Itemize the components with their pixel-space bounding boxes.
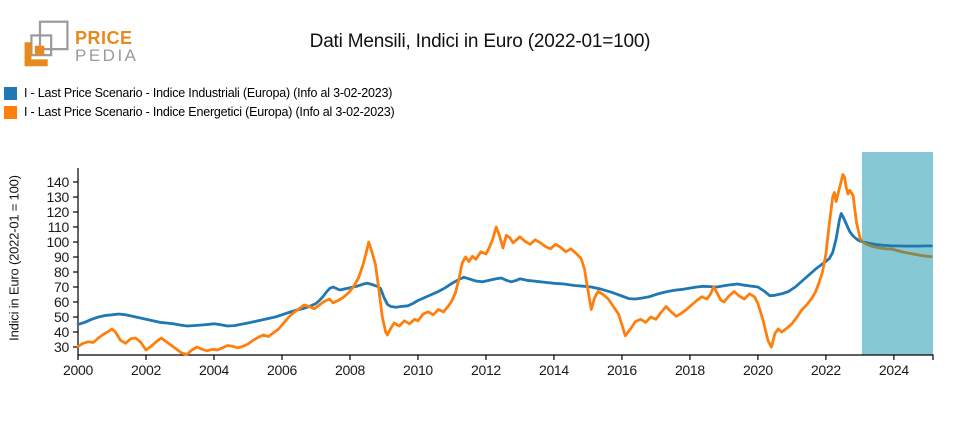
y-tick-label: 140 [47, 174, 70, 190]
x-tick-label: 2018 [675, 362, 705, 378]
logo-pedia-label: PEDIA [75, 46, 139, 65]
series-industriali-line [76, 212, 933, 328]
logo-price-label: PRICE [75, 28, 133, 48]
legend-label-industriali: I - Last Price Scenario - Indice Industr… [24, 86, 393, 100]
x-tick-label: 2014 [539, 362, 569, 378]
series-energetici-line [76, 173, 864, 356]
y-tick-label: 130 [47, 189, 70, 205]
y-tick-label: 60 [54, 294, 69, 310]
forecast-region [861, 152, 933, 355]
pricepedia-logo-icon [24, 20, 69, 67]
series-energetici-forecast-line [860, 239, 933, 259]
y-tick-label: 100 [47, 234, 70, 250]
legend-item-energetici: I - Last Price Scenario - Indice Energet… [4, 105, 395, 119]
x-tick-label: 2004 [199, 362, 229, 378]
x-tick-label: 2002 [131, 362, 161, 378]
page-title: Dati Mensili, Indici in Euro (2022-01=10… [309, 31, 651, 52]
y-tick-label: 30 [54, 339, 69, 355]
y-tick-label: 110 [48, 219, 70, 235]
x-tick-label: 2000 [63, 362, 93, 378]
legend-swatch-energetici [4, 105, 17, 119]
legend-swatch-industriali [4, 86, 17, 100]
pricepedia-logo-text: PRICE PEDIA [75, 28, 139, 65]
x-tick-label: 2016 [607, 362, 637, 378]
x-tick-label: 2020 [743, 362, 773, 378]
pricepedia-logo: PRICE PEDIA [22, 18, 139, 70]
x-tick-label: 2012 [471, 362, 501, 378]
y-tick-label: 120 [47, 204, 70, 220]
y-tick-label: 80 [54, 264, 69, 280]
y-tick-label: 50 [54, 309, 69, 325]
chart-legend: I - Last Price Scenario - Indice Industr… [4, 86, 395, 119]
legend-item-industriali: I - Last Price Scenario - Indice Industr… [4, 86, 395, 100]
y-axis-title: Indici in Euro (2022-01 = 100) [6, 175, 22, 341]
x-tick-label: 2010 [403, 362, 433, 378]
axes-lines [77, 168, 934, 356]
y-tick-label: 90 [54, 249, 69, 265]
x-tick-label: 2024 [879, 362, 909, 378]
y-tick-label: 40 [54, 324, 69, 340]
x-tick-label: 2008 [335, 362, 365, 378]
y-tick-label: 70 [54, 279, 69, 295]
x-tick-label: 2022 [811, 362, 841, 378]
legend-label-energetici: I - Last Price Scenario - Indice Energet… [24, 105, 395, 119]
x-tick-label: 2006 [267, 362, 297, 378]
